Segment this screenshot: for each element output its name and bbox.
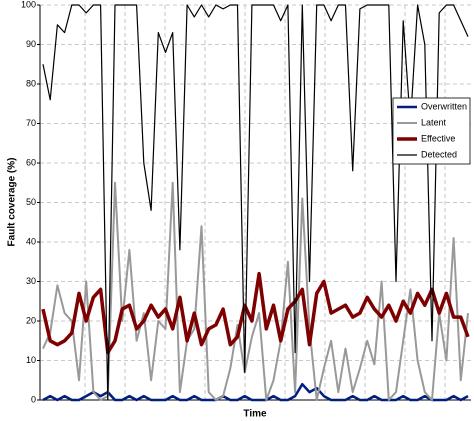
series-line <box>42 181 469 401</box>
y-tick-label: 100 <box>21 0 36 9</box>
legend-label: Detected <box>421 149 457 159</box>
y-tick-label: 80 <box>26 78 36 88</box>
y-tick-label: 40 <box>26 236 36 246</box>
y-tick-label: 10 <box>26 355 36 365</box>
y-tick-label: 60 <box>26 157 36 167</box>
y-tick-label: 50 <box>26 197 36 207</box>
legend-label: Effective <box>421 133 455 143</box>
legend-box <box>392 97 471 165</box>
y-tick-label: 0 <box>31 394 36 404</box>
y-axis-label: Fault coverage (%) <box>7 158 18 247</box>
y-tick-label: 20 <box>26 315 36 325</box>
legend-label: Latent <box>421 117 447 127</box>
series-line <box>42 382 469 402</box>
series-line <box>41 271 470 355</box>
legend-label: Overwritten <box>421 101 467 111</box>
y-tick-label: 90 <box>26 39 36 49</box>
y-tick-label: 30 <box>26 276 36 286</box>
y-tick-label: 70 <box>26 118 36 128</box>
series-line <box>42 4 469 401</box>
x-axis-label: Time <box>243 409 267 420</box>
